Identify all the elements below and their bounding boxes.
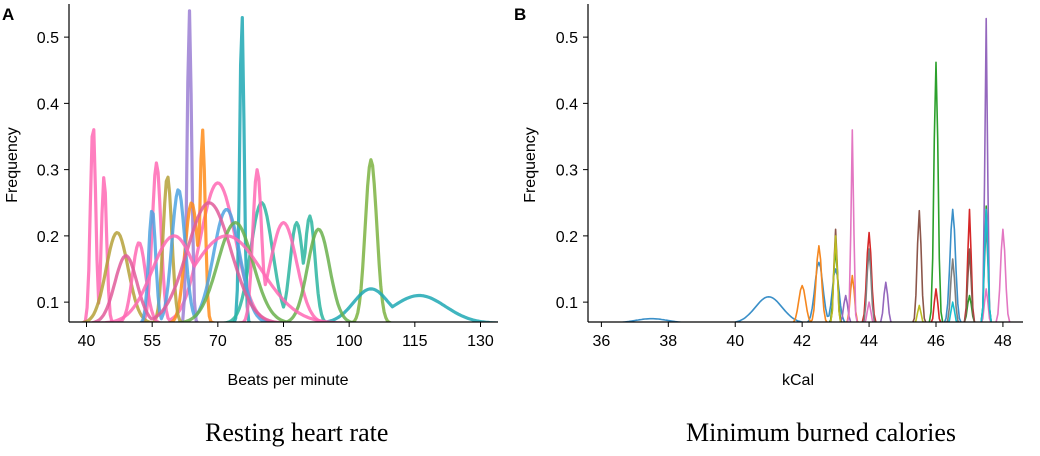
panel-a-density-curve-12 <box>69 234 498 322</box>
panel-b-density-curve-5 <box>839 17 992 322</box>
panel-a-density-curve-11 <box>69 221 498 322</box>
panel-b-density-curve-3 <box>828 61 993 322</box>
panel-a-y-tick-label: 0.5 <box>37 30 59 47</box>
panel-b-density-curve-8 <box>862 221 993 322</box>
panel-a-x-tick-label: 100 <box>336 333 363 350</box>
panel-b-y-tick-label: 0.2 <box>556 229 578 246</box>
panel-a-x-tick-label: 130 <box>467 333 494 350</box>
panel-a-density-curves <box>69 9 498 322</box>
panel-a-y-axis-title: Frequency <box>4 127 21 203</box>
chart-panel-a: A 40 55 70 85 100 115 130 0.1 0.2 0.3 0.4 0.5 Beats… <box>2 4 498 389</box>
panel-a-x-tick-label: 55 <box>143 333 161 350</box>
panel-a-y-tick-label: 0.4 <box>37 96 59 113</box>
panel-b-x-tick-label: 36 <box>592 333 610 350</box>
panel-a-axes: 40 55 70 85 100 115 130 0.1 0.2 0.3 0.4 0.5 <box>37 4 498 350</box>
panel-letter-a: A <box>2 5 14 24</box>
caption-resting-heart-rate: Resting heart rate <box>205 418 389 447</box>
panel-b-density-curves <box>616 17 1012 322</box>
panel-a-x-tick-label: 40 <box>78 333 96 350</box>
panel-b-density-curve-10 <box>947 208 993 322</box>
chart-panel-b: B 36 38 40 42 44 46 48 0.1 0.2 0.3 0.4 0.5 kCal Fre… <box>514 4 1023 389</box>
panel-b-y-tick-label: 0.1 <box>556 295 578 312</box>
panel-a-y-tick-label: 0.1 <box>37 295 59 312</box>
panel-a-density-curve-3 <box>69 16 498 322</box>
panel-b-x-tick-label: 40 <box>726 333 744 350</box>
panel-b-y-tick-label: 0.5 <box>556 30 578 47</box>
panel-b-y-tick-label: 0.4 <box>556 96 578 113</box>
panel-b-x-tick-label: 42 <box>793 333 811 350</box>
panel-a-density-curve-8 <box>69 168 498 322</box>
panel-b-axes: 36 38 40 42 44 46 48 0.1 0.2 0.3 0.4 0.5 <box>556 4 1023 350</box>
panel-b-x-tick-label: 38 <box>659 333 677 350</box>
panel-b-density-curve-1 <box>616 208 962 322</box>
panel-b-x-axis-title: kCal <box>782 372 814 389</box>
caption-minimum-burned-calories: Minimum burned calories <box>686 418 957 447</box>
panel-a-y-tick-label: 0.3 <box>37 163 59 180</box>
panel-a-density-curve-6 <box>69 175 498 322</box>
panel-a-x-tick-label: 70 <box>209 333 227 350</box>
panel-b-x-tick-label: 48 <box>994 333 1012 350</box>
panel-a-y-tick-label: 0.2 <box>37 229 59 246</box>
panel-b-x-tick-label: 44 <box>860 333 878 350</box>
panel-a-density-curve-7 <box>69 201 498 322</box>
panel-a-x-tick-label: 115 <box>402 333 428 350</box>
panel-b-y-tick-label: 0.3 <box>556 163 578 180</box>
panel-a-x-axis-title: Beats per minute <box>228 372 349 389</box>
panel-b-x-tick-label: 46 <box>927 333 945 350</box>
panel-b-y-axis-title: Frequency <box>522 127 539 203</box>
panel-a-x-tick-label: 85 <box>275 333 293 350</box>
panel-b-density-curve-2 <box>791 245 860 322</box>
panel-letter-b: B <box>514 5 526 24</box>
